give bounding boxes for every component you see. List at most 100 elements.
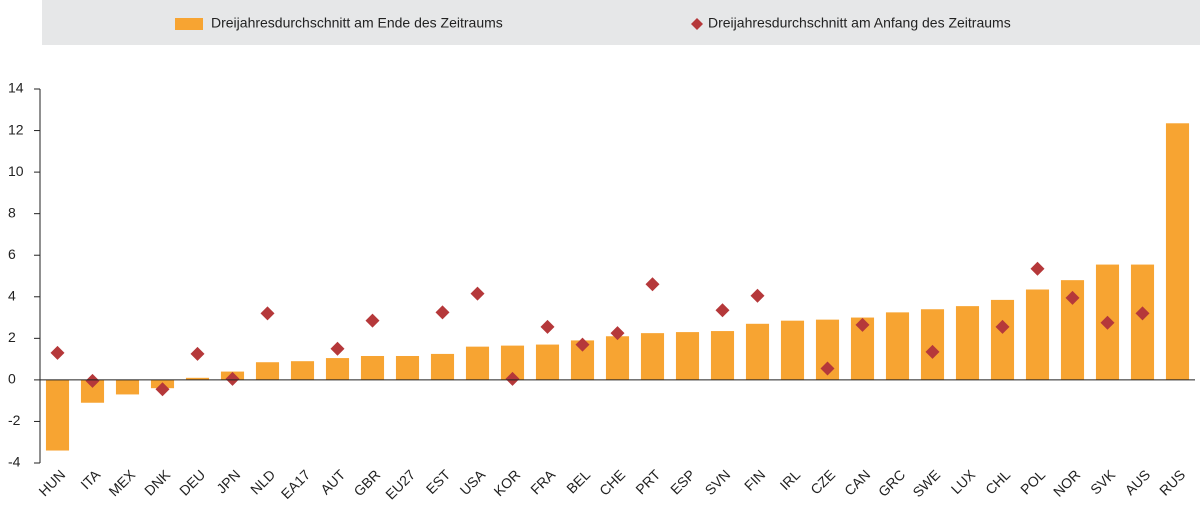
x-tick-label: SWE — [909, 466, 943, 500]
x-tick-label: SVK — [1087, 466, 1119, 498]
x-tick-label: GBR — [350, 466, 383, 499]
legend-label: Dreijahresdurchschnitt am Anfang des Zei… — [708, 15, 1011, 31]
bar — [185, 377, 210, 380]
diamond-marker — [260, 306, 275, 321]
diamond-marker — [820, 361, 835, 376]
bar — [255, 362, 280, 380]
diamond-marker — [190, 346, 205, 361]
x-tick-label: PRT — [632, 466, 663, 497]
y-tick-label: 8 — [8, 204, 16, 220]
bar — [605, 336, 630, 380]
bar — [850, 317, 875, 380]
x-tick-label: EU27 — [382, 466, 418, 502]
x-tick-label: NOR — [1050, 466, 1083, 499]
x-tick-label: EA17 — [278, 466, 314, 502]
bar — [360, 355, 385, 380]
bar — [1165, 123, 1190, 380]
diamond-marker — [505, 371, 520, 386]
diamond-marker — [855, 317, 870, 332]
y-tick-label: 6 — [8, 246, 16, 262]
bar — [955, 306, 980, 380]
legend-swatch — [175, 18, 203, 30]
bar — [500, 345, 525, 380]
bar — [920, 309, 945, 380]
x-tick-label: CAN — [841, 466, 873, 498]
bar — [710, 331, 735, 380]
x-tick-label: AUS — [1122, 466, 1154, 498]
bar — [990, 299, 1015, 380]
y-tick-label: 4 — [8, 287, 16, 303]
y-tick-label: 14 — [8, 80, 24, 96]
x-tick-label: GRC — [875, 466, 908, 499]
bar — [1025, 289, 1050, 380]
x-tick-label: MEX — [105, 466, 138, 499]
diamond-marker — [1100, 315, 1115, 330]
x-tick-label: DNK — [141, 466, 174, 499]
legend-label: Dreijahresdurchschnitt am Ende des Zeitr… — [211, 15, 503, 31]
x-tick-label: ESP — [667, 466, 698, 497]
x-tick-label: BEL — [563, 466, 593, 496]
bar — [325, 358, 350, 380]
diamond-marker — [155, 382, 170, 397]
bar — [80, 379, 105, 403]
diamond-marker — [750, 288, 765, 303]
bar — [430, 353, 455, 380]
bar — [1060, 280, 1085, 380]
diamond-marker — [715, 303, 730, 318]
bar — [115, 379, 140, 395]
diamond-marker — [995, 319, 1010, 334]
x-tick-label: POL — [1017, 466, 1048, 497]
bar — [640, 333, 665, 380]
x-tick-label: JPN — [213, 466, 243, 496]
diamond-marker — [85, 373, 100, 388]
diamond-marker — [1135, 306, 1150, 321]
y-tick-label: 12 — [8, 121, 24, 137]
x-tick-label: SVN — [702, 466, 734, 498]
x-tick-label: FRA — [527, 466, 559, 498]
x-tick-label: AUT — [317, 466, 348, 497]
bar — [535, 344, 560, 380]
y-tick-label: 10 — [8, 163, 24, 179]
x-tick-label: NLD — [247, 466, 278, 497]
y-tick-label: 0 — [8, 371, 16, 387]
diamond-marker — [365, 313, 380, 328]
bar — [780, 320, 805, 380]
bar — [675, 332, 700, 380]
bar — [885, 312, 910, 380]
diamond-marker — [50, 345, 65, 360]
legend-background — [42, 0, 1200, 45]
diamond-marker — [470, 286, 485, 301]
diamond-marker — [610, 326, 625, 341]
bar — [395, 355, 420, 380]
diamond-marker — [925, 344, 940, 359]
x-tick-label: IRL — [777, 466, 804, 493]
bar — [1130, 264, 1155, 380]
x-tick-label: LUX — [948, 466, 979, 497]
x-tick-label: CZE — [807, 466, 838, 497]
diamond-marker — [575, 337, 590, 352]
bar — [45, 379, 70, 451]
diamond-marker — [330, 341, 345, 356]
x-tick-label: FIN — [741, 466, 768, 493]
x-tick-label: DEU — [176, 466, 208, 498]
diamond-marker — [1030, 261, 1045, 276]
x-tick-label: CHE — [596, 466, 628, 498]
x-tick-label: CHL — [982, 466, 1013, 497]
diamond-marker — [435, 305, 450, 320]
y-tick-label: -4 — [8, 454, 21, 470]
y-tick-label: -2 — [8, 412, 21, 428]
x-tick-label: RUS — [1156, 466, 1188, 498]
legend-swatch — [691, 18, 703, 30]
diamond-marker — [1065, 290, 1080, 305]
diamond-marker — [225, 371, 240, 386]
diamond-marker — [540, 319, 555, 334]
diamond-marker — [645, 277, 660, 292]
x-tick-label: ITA — [77, 466, 103, 492]
x-tick-label: HUN — [35, 466, 68, 499]
bar — [290, 361, 315, 380]
bar — [570, 340, 595, 380]
bar — [815, 319, 840, 380]
x-tick-label: KOR — [490, 466, 523, 499]
y-tick-label: 2 — [8, 329, 16, 345]
